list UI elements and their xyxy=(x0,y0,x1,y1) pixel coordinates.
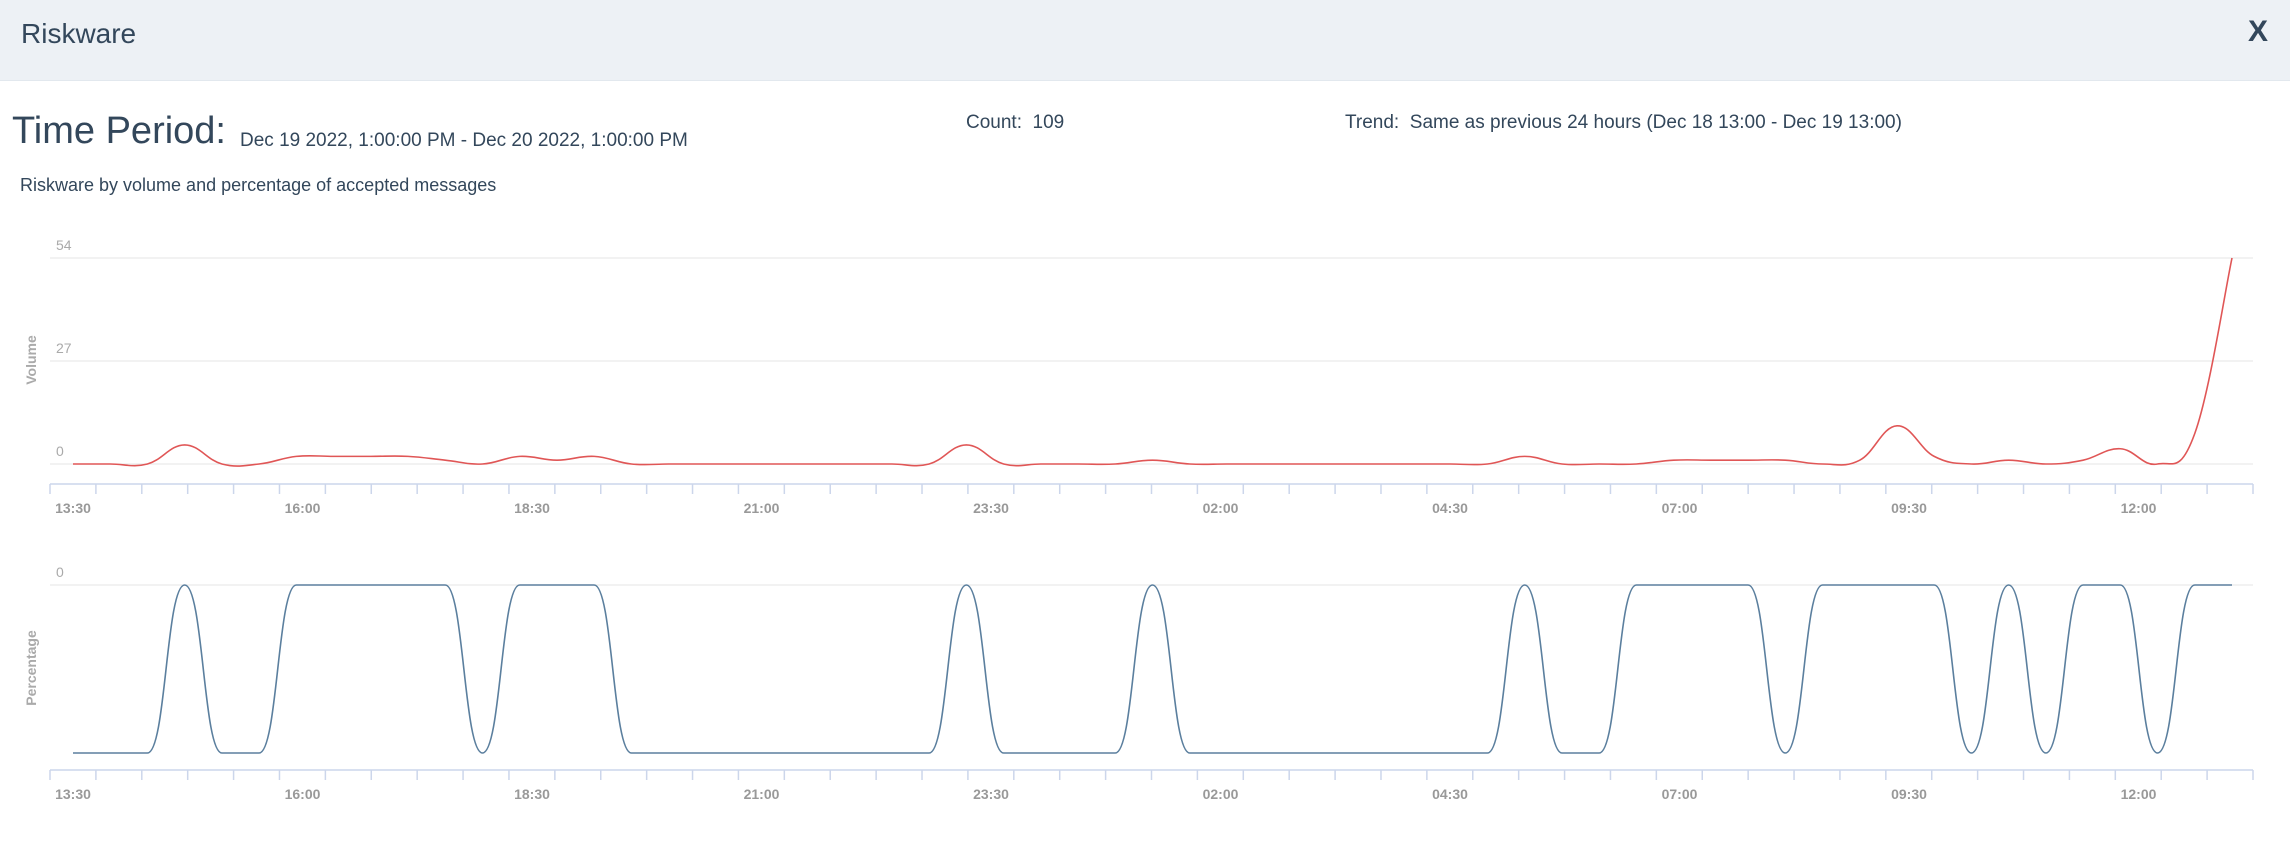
volume-y-axis-title: Volume xyxy=(23,335,39,385)
volume-x-tick-label: 09:30 xyxy=(1891,500,1927,516)
volume-x-tick-label: 02:00 xyxy=(1203,500,1239,516)
percentage-y-axis-title: Percentage xyxy=(23,630,39,706)
time-period-value: Dec 19 2022, 1:00:00 PM - Dec 20 2022, 1… xyxy=(240,130,688,151)
percentage-x-tick-label: 04:30 xyxy=(1432,786,1468,802)
volume-x-tick-label: 21:00 xyxy=(744,500,780,516)
modal-title: Riskware xyxy=(21,18,137,49)
close-button[interactable]: X xyxy=(2247,15,2268,48)
percentage-x-tick-label: 23:30 xyxy=(973,786,1009,802)
percentage-x-tick-label: 21:00 xyxy=(744,786,780,802)
volume-x-tick-label: 18:30 xyxy=(514,500,550,516)
trend-text: Trend: Same as previous 24 hours (Dec 18… xyxy=(1345,112,1902,133)
count-text: Count: 109 xyxy=(966,112,1065,133)
volume-x-tick-label: 16:00 xyxy=(285,500,321,516)
volume-y-tick-label: 27 xyxy=(56,340,72,356)
volume-x-tick-label: 04:30 xyxy=(1432,500,1468,516)
chart-subtitle: Riskware by volume and percentage of acc… xyxy=(20,175,497,195)
percentage-x-tick-label: 07:00 xyxy=(1662,786,1698,802)
percentage-x-tick-label: 02:00 xyxy=(1203,786,1239,802)
volume-x-tick-label: 23:30 xyxy=(973,500,1009,516)
percentage-x-tick-label: 09:30 xyxy=(1891,786,1927,802)
percentage-x-tick-label: 16:00 xyxy=(285,786,321,802)
volume-x-tick-label: 07:00 xyxy=(1662,500,1698,516)
percentage-x-tick-label: 18:30 xyxy=(514,786,550,802)
volume-x-tick-label: 12:00 xyxy=(2121,500,2157,516)
volume-y-tick-label: 54 xyxy=(56,237,72,253)
volume-x-tick-label: 13:30 xyxy=(55,500,91,516)
time-period-label: Time Period: xyxy=(12,110,226,152)
percentage-y-tick-label: 0 xyxy=(56,564,64,580)
volume-series-line xyxy=(72,257,2233,467)
modal-header: Riskware X xyxy=(0,0,2290,81)
volume-y-tick-label: 0 xyxy=(56,443,64,459)
percentage-series-line xyxy=(73,584,2232,754)
percentage-x-tick-label: 13:30 xyxy=(55,786,91,802)
percentage-x-tick-label: 12:00 xyxy=(2121,786,2157,802)
